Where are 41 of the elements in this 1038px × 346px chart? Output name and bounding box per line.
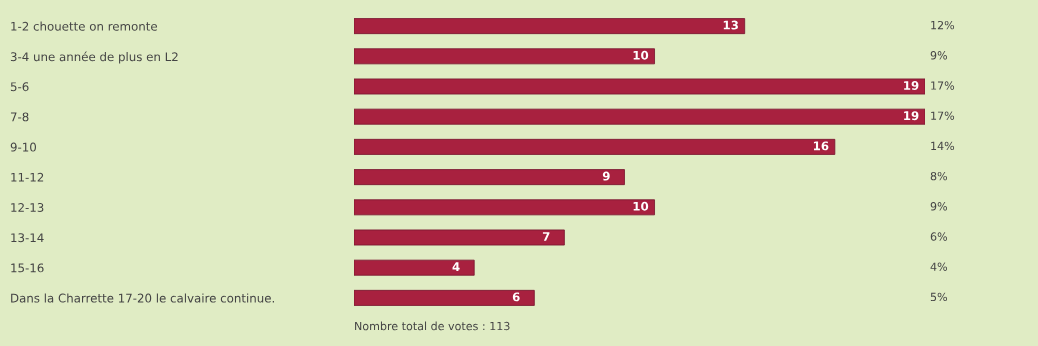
y-tick-label: 7-8 [10,112,29,122]
text: 4% [930,262,948,271]
text: 17% [931,81,955,90]
data-label: 9 [602,171,610,181]
bar [354,169,625,186]
y-tick-label: Dans la Charrette 17-20 le calvaire continue. [11,293,274,303]
data-label: 13 [723,20,738,30]
text: 17% [931,111,955,120]
bar [354,78,925,95]
y-tick-label: 5-6 [10,82,29,92]
bar [354,289,535,306]
y-tick-label: 1-2 chouette on remonte [11,21,158,31]
text: Nombre total de votes : 113 [355,321,510,331]
bar [354,259,475,276]
data-label: 4 [452,262,460,271]
text: 9% [930,202,948,211]
data-label: 10 [633,50,649,60]
text: 6% [930,232,948,241]
text: 9% [930,51,948,60]
data-label: 6 [512,292,520,302]
bar [354,108,925,125]
y-tick-label: 11-12 [11,172,44,182]
bar [354,138,836,155]
data-label: 16 [813,141,829,151]
y-tick-label: 13-14 [11,233,44,243]
data-label: 7 [542,232,550,241]
y-tick-label: 3-4 une année de plus en L2 [10,51,178,64]
y-tick-label: 12-13 [11,203,44,212]
bar [354,48,655,65]
data-label: 19 [904,111,919,121]
text: 5% [930,292,948,302]
bar [354,229,565,246]
y-tick-label: 15-16 [11,263,44,273]
y-tick-label: 9-10 [10,142,37,152]
bar [354,199,655,216]
text: 8% [930,171,948,181]
text: 12% [931,20,955,30]
data-label: 10 [633,201,649,211]
data-label: 19 [904,81,919,90]
bar [354,18,746,35]
text: 14% [931,141,955,151]
